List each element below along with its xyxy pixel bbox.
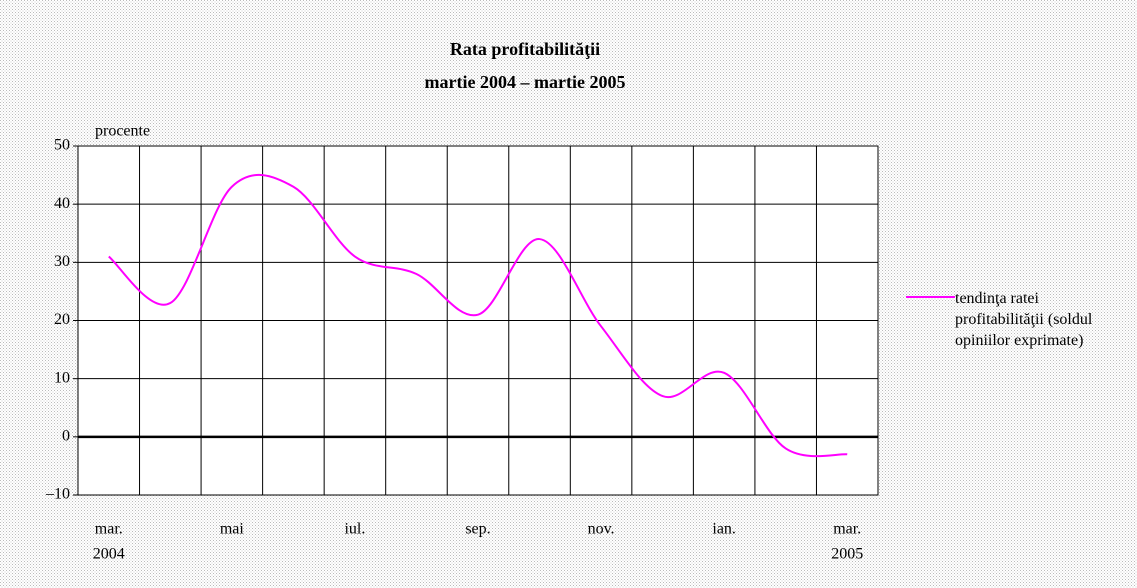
x-tick-label: mai — [220, 521, 245, 538]
y-tick-label: 50 — [54, 137, 70, 154]
legend-label: tendinţa ratei profitabilităţii (soldul … — [955, 290, 1093, 349]
chart-subtitle: martie 2004 – martie 2005 — [425, 72, 626, 92]
x-tick-label: iul. — [344, 521, 365, 538]
x-tick-label: sep. — [465, 521, 490, 538]
x-tick-label: mar. — [833, 521, 861, 538]
plot-border — [77, 145, 879, 496]
x-year-label: 2005 — [831, 546, 863, 563]
y-axis-label: procente — [95, 123, 150, 140]
y-tick-label: 40 — [54, 195, 70, 212]
x-tick-label: mar. — [95, 521, 123, 538]
y-tick-label: –10 — [45, 486, 70, 503]
x-tick-label: nov. — [588, 521, 615, 538]
y-tick-label: 0 — [62, 428, 70, 445]
chart-title: Rata profitabilităţii — [450, 39, 600, 59]
line — [108, 173, 848, 458]
y-tick-label: 30 — [54, 253, 70, 270]
y-tick-label: 20 — [54, 311, 70, 328]
y-tick-label: 10 — [54, 369, 70, 386]
x-year-label: 2004 — [93, 546, 125, 563]
x-tick-label: ian. — [712, 521, 736, 538]
